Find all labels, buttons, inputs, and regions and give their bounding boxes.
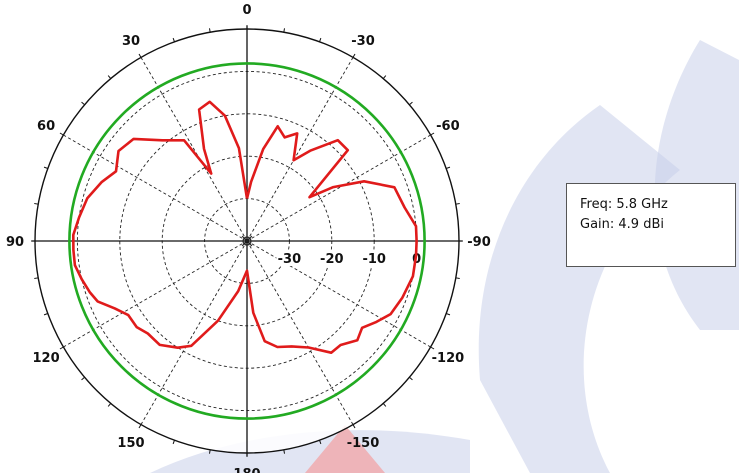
watermark-accent-triangle <box>305 425 385 473</box>
outer-tick <box>34 202 39 205</box>
ring-tick-label: -20 <box>320 252 344 267</box>
outer-tick <box>43 313 48 316</box>
outer-tick <box>172 37 175 42</box>
outer-tick <box>382 75 387 79</box>
outer-tick <box>352 424 356 429</box>
outer-tick <box>430 132 435 136</box>
gain-label: Gain: 4.9 dBi <box>580 217 664 232</box>
angle-tick-label: 150 <box>117 436 144 451</box>
center-cross <box>241 235 253 247</box>
outer-tick <box>430 346 435 350</box>
center-marker <box>241 235 253 247</box>
angle-tick-label: 0 <box>242 3 251 18</box>
outer-tick <box>283 449 286 454</box>
angle-tick-label: -150 <box>347 436 380 451</box>
ring-label-bg <box>318 250 345 266</box>
outer-tick <box>34 277 39 280</box>
center-dot <box>242 236 252 246</box>
angle-tick-label: -120 <box>432 351 465 366</box>
pattern-series-line <box>72 100 418 354</box>
outer-tick <box>319 440 322 445</box>
outer-tick <box>208 449 211 454</box>
outer-tick <box>319 37 322 42</box>
outer-tick <box>43 166 48 169</box>
outer-tick <box>138 53 142 58</box>
angle-tick-label: 90 <box>6 235 24 250</box>
outer-tick <box>455 202 460 205</box>
outer-tick <box>81 376 85 381</box>
watermark-swoosh-bottom <box>150 430 470 473</box>
outer-tick <box>283 28 286 33</box>
outer-tick <box>138 424 142 429</box>
outer-tick <box>81 101 85 106</box>
angle-tick-label: 60 <box>37 119 55 134</box>
outer-tick <box>446 313 451 316</box>
outer-tick <box>172 440 175 445</box>
outer-tick <box>59 132 64 136</box>
angle-tick-label: 30 <box>122 34 140 49</box>
ring-label-bg <box>361 250 388 266</box>
angle-tick-label: 120 <box>33 351 60 366</box>
outer-tick <box>107 75 112 79</box>
angle-tick-label: -60 <box>436 119 460 134</box>
ring-tick-label: -10 <box>362 252 386 267</box>
outer-tick <box>409 376 413 381</box>
ring-tick-label: -30 <box>278 252 302 267</box>
outer-tick <box>409 101 413 106</box>
outer-tick <box>59 346 64 350</box>
outer-tick <box>382 403 387 407</box>
reference-circle-0db <box>68 62 426 420</box>
angle-tick-label: 180 <box>233 467 260 473</box>
angle-tick-label: -90 <box>467 235 491 250</box>
angular-tick-labels: 0 30 60 90 120 150 180 -150 -120 -90 -60 -30 <box>6 3 491 473</box>
outer-tick <box>208 28 211 33</box>
outer-tick <box>352 53 356 58</box>
angle-tick-label: -30 <box>351 34 375 49</box>
outer-tick <box>455 277 460 280</box>
series-layer <box>72 100 418 354</box>
outer-tick <box>107 403 112 407</box>
info-box: Freq: 5.8 GHz Gain: 4.9 dBi <box>566 183 736 267</box>
ring-label-bg <box>276 250 303 266</box>
frequency-label: Freq: 5.8 GHz <box>580 197 668 212</box>
outer-tick <box>446 166 451 169</box>
